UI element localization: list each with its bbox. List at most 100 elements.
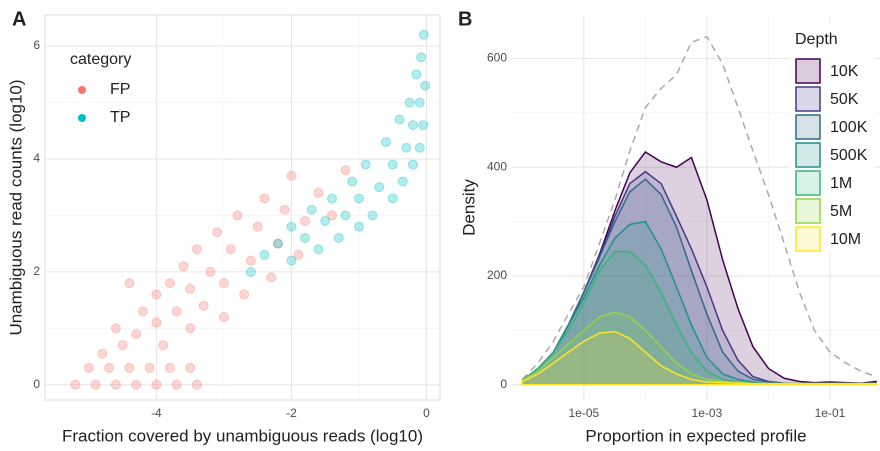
point [97,348,108,359]
legend-key [795,198,821,224]
point [414,142,425,153]
point [340,165,351,176]
point [306,204,317,215]
legend-key [795,198,821,224]
x-axis-title: Proportion in expected profile [585,426,806,445]
point [374,182,385,193]
point [205,266,216,277]
point [272,238,283,249]
y-tick-label: 0 [33,377,40,391]
point [286,221,297,232]
point [239,289,250,300]
legend-key [795,226,821,252]
point [191,379,202,390]
y-axis-title: Density [459,179,478,236]
point [401,142,412,153]
point [259,249,270,260]
y-tick-label: 200 [487,268,507,282]
density-line [521,35,877,380]
y-tick-label: 400 [487,159,507,173]
legend-label: 50K [830,91,859,108]
legend-key [795,226,821,252]
point [418,120,429,131]
point [245,255,256,266]
legend-label: 1M [830,175,852,192]
point [144,362,155,373]
point [178,261,189,272]
x-axis-title: Fraction covered by unambiguous reads (l… [62,426,423,445]
panel-label: A [12,8,26,30]
point [411,69,422,80]
point [279,204,290,215]
point [245,266,256,277]
point [420,80,431,91]
y-tick-label: 2 [33,264,40,278]
legend-key [78,114,86,122]
point [151,317,162,328]
point [158,340,169,351]
point [367,210,378,221]
point [225,244,236,255]
legend-label: 10K [830,63,859,80]
point [326,193,337,204]
point [299,216,310,227]
point [418,29,429,40]
legend-key [795,114,821,140]
point [171,379,182,390]
x-tick-label: 1e-05 [568,406,599,420]
point [198,300,209,311]
legend-key [78,86,86,94]
legend-key [795,142,821,168]
point [110,323,121,334]
legend-key [795,142,821,168]
legend-key [795,86,821,112]
x-tick-label: 1e-03 [692,406,723,420]
point [131,328,142,339]
point [380,137,391,148]
point [218,278,229,289]
point [70,379,81,390]
point [414,97,425,108]
point [347,176,358,187]
legend-key [795,58,821,84]
point [117,340,128,351]
point [185,323,196,334]
panel-label: B [458,8,472,30]
legend-key [795,170,821,196]
point [131,379,142,390]
point [394,114,405,125]
legend-key [795,170,821,196]
legend-label: 5M [830,203,852,220]
point [218,312,229,323]
point [151,289,162,300]
point [360,159,371,170]
point [110,379,121,390]
legend-key [795,114,821,140]
legend-key [795,86,821,112]
point [164,278,175,289]
point [353,221,364,232]
x-tick-label: 0 [423,406,430,420]
point [104,362,115,373]
legend-key [795,58,821,84]
point [313,187,324,198]
point [171,306,182,317]
y-axis-title: Unambiguous read counts (log10) [6,79,25,335]
point [272,238,283,249]
legend-label: FP [110,81,130,98]
point [353,193,364,204]
point [286,255,297,266]
point [313,244,324,255]
point [407,120,418,131]
point [124,362,135,373]
y-tick-label: 4 [33,151,40,165]
legend-label: TP [110,109,130,126]
point [286,170,297,181]
panel-border [44,14,441,401]
point [191,244,202,255]
point [232,210,243,221]
point [164,362,175,373]
point [212,227,223,238]
legend-title: Depth [795,31,838,48]
